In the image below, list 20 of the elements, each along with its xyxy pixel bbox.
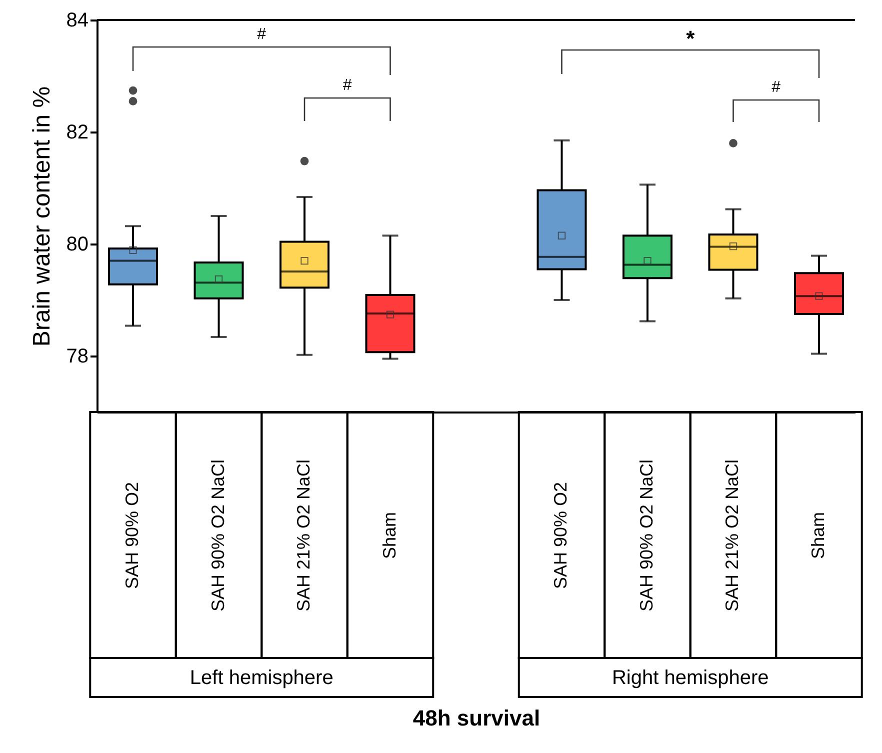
annotation: #: [257, 26, 266, 43]
y-tick-label: 78: [66, 346, 88, 368]
text: Left hemisphere: [190, 667, 334, 689]
text: Right hemisphere: [612, 667, 769, 689]
annotation: *: [686, 26, 696, 51]
y-tick-label: 82: [66, 122, 88, 144]
x-tick-label: SAH 21% O2 NaCl: [294, 459, 314, 612]
y-tick-label: 80: [66, 234, 88, 256]
y-tick-label: 84: [66, 10, 88, 32]
x-tick-label: Sham: [379, 512, 400, 560]
x-tick-label: SAH 21% O2 NaCl: [722, 459, 742, 612]
annotation: #: [342, 77, 352, 94]
x-tick-label: SAH 90% O2: [122, 482, 142, 590]
x-tick-label: SAH 90% O2: [550, 482, 571, 590]
x-tick-label: Sham: [808, 512, 828, 560]
x-tick-label: SAH 90% O2 NaCl: [208, 459, 228, 612]
annotation: #: [772, 79, 781, 96]
x-tick-label: SAH 90% O2 NaCl: [636, 459, 656, 612]
x-axis-title: 48h survival: [412, 706, 540, 730]
y-axis-title: Brain water content in %: [28, 86, 56, 347]
